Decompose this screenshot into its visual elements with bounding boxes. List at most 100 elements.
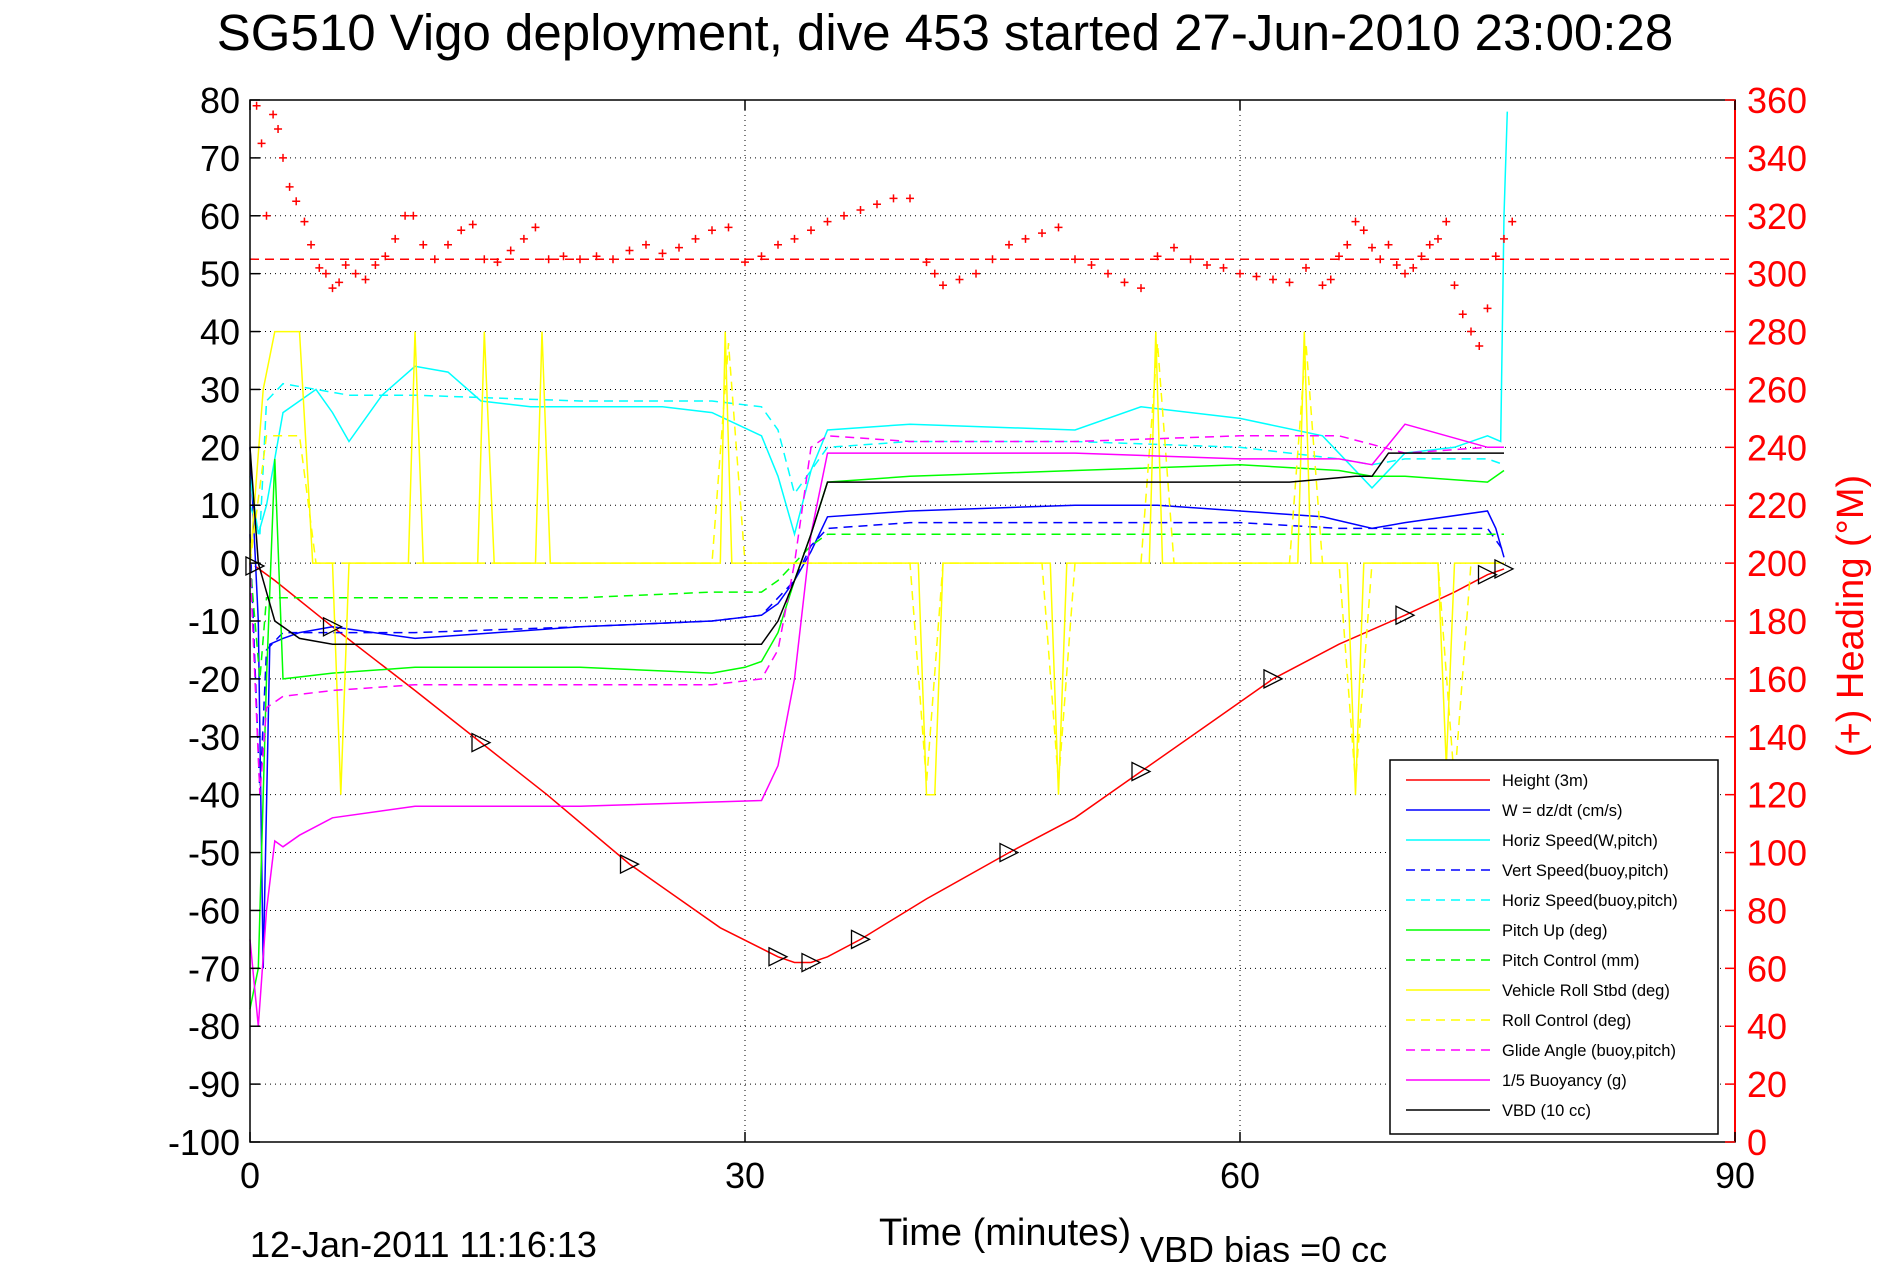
heading-point [1401, 269, 1409, 278]
y-tick-label: 0 [220, 543, 240, 584]
heading-point [1170, 243, 1178, 252]
heading-point [1359, 226, 1368, 235]
heading-point [807, 226, 815, 235]
heading-point [279, 153, 287, 162]
series-line-2 [249, 111, 1509, 538]
heading-point [1203, 260, 1211, 269]
y2-tick-label: 0 [1747, 1122, 1767, 1163]
heading-point [371, 260, 380, 269]
y2-tick-label: 140 [1747, 717, 1807, 758]
y2-tick-label: 200 [1747, 543, 1807, 584]
heading-point [285, 182, 294, 191]
y2-tick-label: 160 [1747, 659, 1807, 700]
heading-point [1219, 263, 1228, 272]
heading-point [790, 234, 799, 243]
heading-point [1392, 260, 1401, 269]
y-tick-label: -50 [188, 833, 240, 874]
series-line-5 [249, 458, 1505, 1010]
heading-point [315, 263, 324, 272]
heading-point [1467, 327, 1475, 336]
heading-point [419, 240, 428, 249]
heading-point [1500, 234, 1508, 243]
y-tick-label: -80 [188, 1006, 240, 1047]
y-tick-label: -40 [188, 775, 240, 816]
heading-point [1458, 310, 1467, 319]
y2-tick-label: 280 [1747, 312, 1807, 353]
height-marker [768, 946, 789, 967]
heading-point [480, 255, 489, 264]
y-tick-label: 70 [200, 138, 240, 179]
height-marker [1263, 668, 1284, 689]
height-marker [1477, 564, 1498, 585]
heading-point [1005, 240, 1013, 249]
series-line-11 [249, 447, 1504, 645]
heading-point [401, 211, 410, 220]
heading-point [1351, 217, 1360, 226]
heading-point [741, 258, 749, 267]
y-tick-label: -20 [188, 659, 240, 700]
heading-point [300, 217, 309, 226]
y-tick-label: 60 [200, 196, 240, 237]
heading-point [531, 223, 540, 232]
heading-point [1153, 252, 1162, 261]
y-tick-label: -60 [188, 890, 240, 931]
heading-point [351, 269, 360, 278]
y-tick-label: 30 [200, 369, 240, 410]
y-tick-label: -70 [188, 948, 240, 989]
y2-tick-label: 120 [1747, 775, 1807, 816]
height-marker [1131, 761, 1152, 782]
heading-point [1409, 263, 1418, 272]
y2-tick-label: 180 [1747, 601, 1807, 642]
heading-point [1450, 281, 1459, 290]
heading-point [1491, 252, 1500, 261]
legend-box [1389, 759, 1719, 1135]
heading-point [1071, 255, 1079, 264]
height-marker [801, 952, 822, 973]
heading-point [274, 124, 283, 133]
x-tick-label: 30 [725, 1155, 765, 1196]
heading-point [1318, 281, 1327, 290]
heading-point [1434, 234, 1442, 243]
heading-point [592, 252, 601, 261]
x-axis-label: Time (minutes) [879, 1212, 1131, 1254]
right-y-axis: 3603403203002802602402202001801601401201… [1725, 80, 1807, 1163]
y-tick-label: -90 [188, 1064, 240, 1105]
heading-point [609, 255, 617, 264]
x-tick-label: 90 [1715, 1155, 1755, 1196]
heading-point [1021, 234, 1030, 243]
y2-tick-label: 340 [1747, 138, 1807, 179]
y-tick-label: -10 [188, 601, 240, 642]
heading-point [1335, 252, 1343, 261]
heading-point [906, 194, 914, 203]
series-line-3 [249, 521, 1505, 795]
legend-label-7: Vehicle Roll Stbd (deg) [1502, 982, 1670, 1000]
y2-tick-label: 100 [1747, 833, 1807, 874]
y2-tick-label: 80 [1747, 890, 1787, 931]
heading-scatter [250, 101, 1735, 351]
heading-point [1054, 223, 1063, 232]
legend-label-2: Horiz Speed(W,pitch) [1502, 832, 1658, 850]
vbd-bias-footer: VBD bias =0 cc [1140, 1229, 1387, 1262]
x-tick-label: 60 [1220, 1155, 1260, 1196]
legend-label-3: Vert Speed(buoy,pitch) [1502, 862, 1669, 880]
heading-point [328, 284, 337, 293]
heading-point [1508, 217, 1517, 226]
heading-point [1120, 278, 1129, 287]
heading-point [307, 240, 316, 249]
y2-tick-label: 360 [1747, 80, 1807, 121]
x-tick-label: 0 [240, 1155, 260, 1196]
chart-title: SG510 Vigo deployment, dive 453 started … [217, 4, 1673, 61]
y2-tick-label: 260 [1747, 369, 1807, 410]
heading-point [1483, 304, 1492, 313]
heading-point [519, 234, 528, 243]
heading-point [691, 234, 700, 243]
heading-point [1038, 229, 1046, 238]
heading-point [341, 260, 350, 269]
heading-point [823, 217, 832, 226]
legend-label-10: 1/5 Buoyancy (g) [1502, 1072, 1627, 1090]
heading-point [988, 255, 997, 264]
height-marker [1395, 605, 1416, 626]
heading-point [724, 223, 733, 232]
legend-label-0: Height (3m) [1502, 772, 1588, 790]
